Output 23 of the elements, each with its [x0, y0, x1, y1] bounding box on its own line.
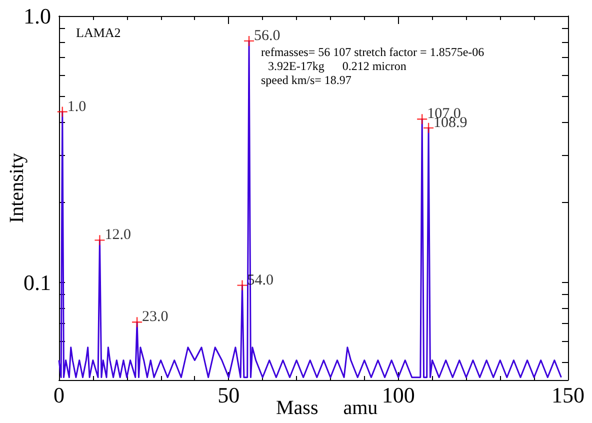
annotation: 23.0: [142, 309, 168, 326]
annotation: 1.0: [67, 98, 86, 115]
annotation: 12.0: [104, 227, 131, 244]
point: [94, 234, 106, 246]
annotation: 3.92E-17kg 0.212 micron: [268, 59, 406, 73]
x-tick-label: 50: [218, 382, 240, 408]
x-tick-label: 150: [552, 382, 584, 408]
annotation: 56.0: [254, 28, 280, 44]
annotation: LAMA2: [76, 25, 121, 40]
point: [422, 122, 434, 134]
annotation: speed km/s= 18.97: [261, 73, 352, 87]
x-tick-label: 100: [382, 382, 415, 408]
x-tick-label: 0: [54, 382, 64, 408]
line-series: [58, 40, 562, 378]
point: [56, 106, 68, 118]
y-axis-title: Intensity: [6, 153, 28, 223]
y-tick-label: 0.1: [24, 270, 51, 295]
x-axis-title: Mass amu: [276, 397, 378, 419]
annotation: refmasses= 56 107 stretch factor = 1.8575e-06: [261, 45, 484, 59]
point: [243, 35, 255, 47]
point: [236, 280, 248, 291]
point: [131, 316, 143, 328]
point: [416, 114, 428, 125]
